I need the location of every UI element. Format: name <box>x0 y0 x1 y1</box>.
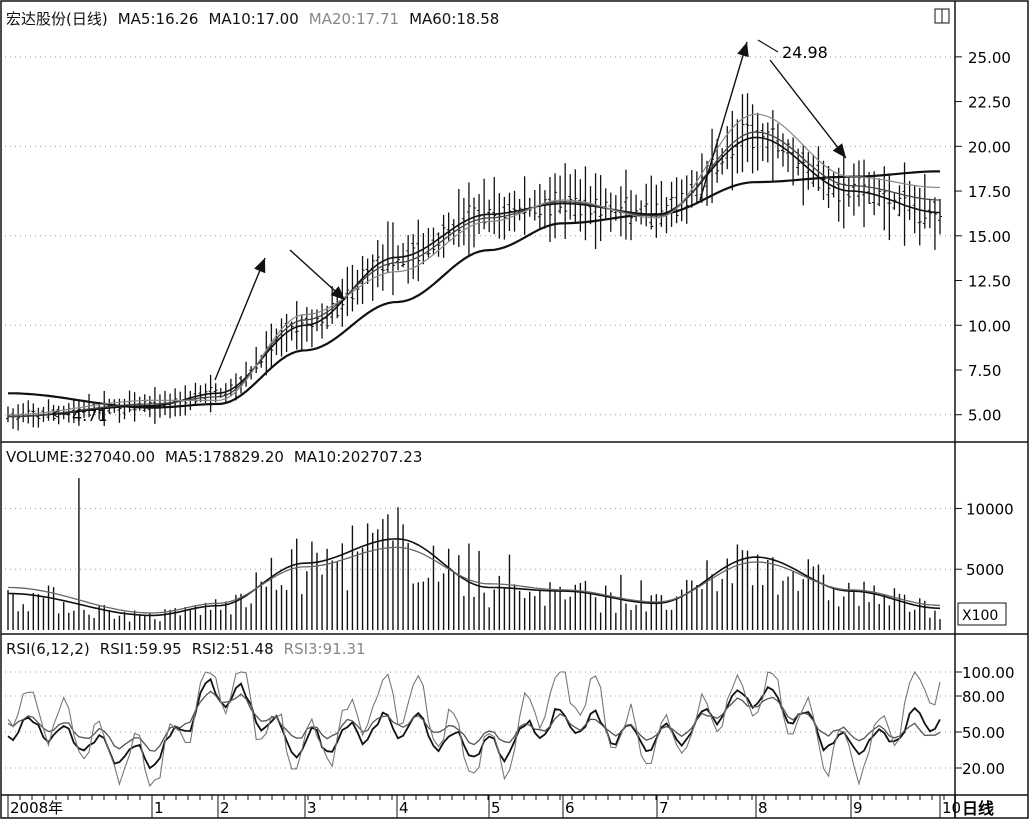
rsi-tick-label: 100.00 <box>962 664 1015 682</box>
volume-ma5-label: MA5:178829.20 <box>164 448 284 466</box>
rsi-tick-label: 80.00 <box>962 688 1005 706</box>
rsi-panel-header: RSI(6,12,2) RSI1:59.95 RSI2:51.48 RSI3:91.3… <box>6 640 376 658</box>
price-tick-label: 20.00 <box>968 138 1011 156</box>
x-tick-label: 3 <box>307 799 317 817</box>
ma-line-ma20 <box>8 113 941 416</box>
ma-line-ma10 <box>8 131 941 418</box>
rsi-tick-label: 20.00 <box>962 760 1005 778</box>
trend-arrow-head <box>832 143 846 158</box>
volume-tick-label: 5000 <box>966 561 1004 579</box>
volume-ma10-line <box>8 546 941 614</box>
x-tick-label: 1 <box>154 799 164 817</box>
price-tick-label: 10.00 <box>968 317 1011 335</box>
volume-tick-label: 10000 <box>966 500 1014 518</box>
x-tick-label: 2 <box>220 799 230 817</box>
rsi-plot <box>7 670 941 788</box>
volume-ma5-line <box>7 538 941 617</box>
trend-arrow-head <box>737 42 749 58</box>
trend-arrow-line <box>214 257 266 381</box>
axis-labels: 25.0022.5020.0017.5015.0012.5010.007.505… <box>7 49 1015 818</box>
rsi-line-rsi2 <box>7 690 941 752</box>
ma-line-ma5 <box>8 136 941 418</box>
stock-name-label: 宏达股份(日线) <box>6 10 108 28</box>
period-label[interactable]: 日线 <box>962 799 994 818</box>
high-annotation: 24.98 <box>757 39 828 62</box>
price-tick-label: 12.50 <box>968 273 1011 291</box>
volume-unit-label: X100 <box>962 608 998 624</box>
ma-line-ma60 <box>8 170 940 409</box>
volume-plot <box>7 478 941 630</box>
price-tick-label: 15.00 <box>968 228 1011 246</box>
trend-arrow-line <box>769 59 847 159</box>
rsi1-label: RSI1:59.95 <box>99 640 182 658</box>
x-tick-label: 8 <box>758 799 768 817</box>
price-tick-label: 25.00 <box>968 49 1011 67</box>
low-annotation-label: 4.71 <box>72 406 108 425</box>
price-tick-label: 17.50 <box>968 183 1011 201</box>
grid-lines <box>5 56 953 769</box>
volume-label: VOLUME:327040.00 <box>6 448 155 466</box>
trend-arrow-head <box>254 258 266 274</box>
trend-arrow-head <box>330 286 345 300</box>
ma10-label: MA10:17.00 <box>208 10 299 28</box>
price-plot <box>6 41 942 431</box>
x-tick-label: 9 <box>853 799 863 817</box>
rsi-line-rsi3 <box>7 670 941 788</box>
rsi2-label: RSI2:51.48 <box>191 640 274 658</box>
price-tick-label: 7.50 <box>968 362 1001 380</box>
price-panel-header: 宏达股份(日线) MA5:16.26 MA10:17.00 MA20:17.71 MA6… <box>6 8 509 29</box>
low-annotation: 4.71 <box>51 406 108 425</box>
volume-unit-box <box>957 602 1007 626</box>
ma5-label: MA5:16.26 <box>117 10 199 28</box>
rsi-tick-label: 50.00 <box>962 724 1005 742</box>
rsi3-label: RSI3:91.31 <box>283 640 366 658</box>
high-annotation-label: 24.98 <box>782 43 828 62</box>
volume-ma10-label: MA10:202707.23 <box>293 448 423 466</box>
x-tick-label: 4 <box>399 799 409 817</box>
x-tick-label: 6 <box>565 799 575 817</box>
x-tick-label: 5 <box>491 799 501 817</box>
price-tick-label: 5.00 <box>968 407 1001 425</box>
x-tick-label: 10 <box>942 799 961 817</box>
x-tick-label: 7 <box>659 799 669 817</box>
ma20-label: MA20:17.71 <box>308 10 400 28</box>
trend-arrow-line <box>699 41 748 201</box>
rsi-line-rsi1 <box>7 677 941 770</box>
price-tick-label: 22.50 <box>968 94 1011 112</box>
x-tick-label: 2008年 <box>10 799 63 817</box>
ma60-label: MA60:18.58 <box>409 10 500 28</box>
rsi-params-label: RSI(6,12,2) <box>6 640 90 658</box>
volume-panel-header: VOLUME:327040.00 MA5:178829.20 MA10:202707… <box>6 448 432 466</box>
